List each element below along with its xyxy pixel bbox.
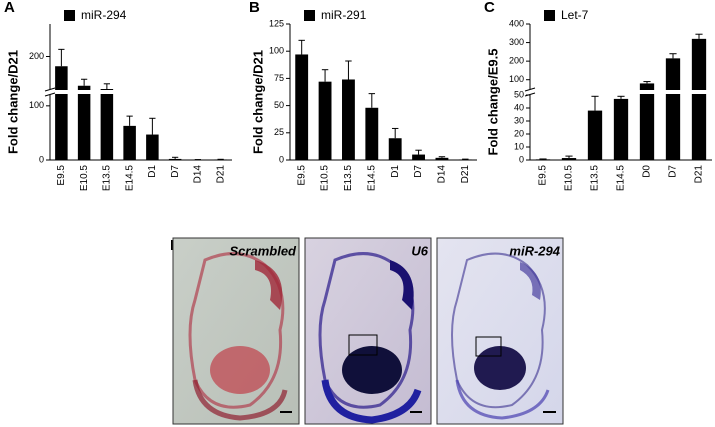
bar <box>587 110 603 160</box>
x-tick-label: D0 <box>642 165 653 178</box>
break-mark <box>524 87 536 92</box>
y-tick-label: 200 <box>29 51 44 61</box>
y-tick-label: 0 <box>279 154 284 164</box>
y-axis-label: Fold change/D21 <box>5 50 20 154</box>
x-tick-label: E14.5 <box>616 165 627 192</box>
axis-break <box>524 90 712 94</box>
x-tick-label: D7 <box>170 165 181 178</box>
bar <box>146 134 159 160</box>
x-tick-label: D7 <box>668 165 679 178</box>
x-tick-label: E14.5 <box>366 165 377 192</box>
x-tick-label: E13.5 <box>343 165 354 192</box>
bar <box>295 54 309 160</box>
bar <box>388 138 402 160</box>
bar <box>665 58 681 160</box>
x-tick-label: E9.5 <box>538 165 549 186</box>
x-tick-label: E9.5 <box>296 165 307 186</box>
bar <box>55 66 68 160</box>
x-tick-label: D1 <box>390 165 401 178</box>
y-tick-label: 100 <box>509 74 524 84</box>
y-tick-label: 300 <box>509 37 524 47</box>
image-label: U6 <box>411 243 428 258</box>
panel-letter: C <box>484 0 495 16</box>
bar <box>412 154 425 160</box>
x-tick-label: E13.5 <box>590 165 601 192</box>
bar <box>77 85 91 160</box>
legend-swatch <box>544 10 555 21</box>
bar <box>458 159 472 160</box>
y-tick-label: 125 <box>269 18 284 28</box>
panel-letter: B <box>249 0 260 16</box>
bar <box>561 158 577 160</box>
y-tick-label: 400 <box>509 18 524 28</box>
y-tick-label: 50 <box>274 100 284 110</box>
break-mark <box>44 87 56 92</box>
image-label: miR-294 <box>509 243 560 258</box>
legend-swatch <box>64 10 75 21</box>
y-tick-label: 0 <box>519 154 524 164</box>
bar <box>435 157 449 160</box>
bar <box>535 159 551 160</box>
image-u6 <box>304 237 432 425</box>
image-label: Scrambled <box>230 243 298 258</box>
bar <box>318 81 332 160</box>
x-tick-label: D21 <box>215 165 226 184</box>
break-mark <box>524 92 536 97</box>
chart: C Fold change/E9.5 0 10 20 30 40 50 100 200 300 400… <box>484 0 712 191</box>
y-tick-label: 200 <box>509 56 524 66</box>
panel-letter: A <box>4 0 15 16</box>
x-tick-label: D1 <box>147 165 158 178</box>
image-mir-294 <box>436 237 564 425</box>
image-scrambled <box>172 237 300 425</box>
x-tick-label: E10.5 <box>320 165 331 192</box>
legend-label: miR-291 <box>321 8 367 22</box>
y-tick-label: 50 <box>514 89 524 99</box>
x-tick-label: D14 <box>437 165 448 184</box>
y-axis-label: Fold change/D21 <box>250 50 265 154</box>
chart: B Fold change/D21 0 25 50 75 100 125 miR-291 E9.5… <box>249 0 477 191</box>
y-tick-label: 10 <box>514 141 524 151</box>
break-mark <box>44 92 56 97</box>
y-tick-label: 100 <box>29 100 44 110</box>
x-tick-label: E9.5 <box>56 165 67 186</box>
bar <box>365 107 379 160</box>
x-tick-label: D21 <box>460 165 471 184</box>
x-tick-label: E10.5 <box>564 165 575 192</box>
bar <box>613 98 629 160</box>
legend-swatch <box>304 10 315 21</box>
x-tick-label: D7 <box>413 165 424 178</box>
y-tick-label: 40 <box>514 102 524 112</box>
y-tick-label: 75 <box>274 73 284 83</box>
x-tick-label: D21 <box>694 165 705 184</box>
y-axis-label: Fold change/E9.5 <box>485 49 500 156</box>
x-tick-label: D14 <box>193 165 204 184</box>
bar <box>123 125 136 160</box>
bar <box>691 38 707 160</box>
x-tick-label: E10.5 <box>79 165 90 192</box>
legend-label: Let-7 <box>561 8 589 22</box>
panel-d: D <box>170 237 564 425</box>
y-tick-label: 20 <box>514 128 524 138</box>
bar <box>639 83 655 160</box>
bar <box>168 158 182 160</box>
axis-break <box>44 90 232 94</box>
x-tick-label: E14.5 <box>124 165 135 192</box>
y-tick-label: 100 <box>269 46 284 56</box>
bar <box>342 79 355 160</box>
bar <box>100 89 114 160</box>
y-tick-label: 0 <box>39 154 44 164</box>
y-tick-label: 25 <box>274 127 284 137</box>
x-tick-label: E13.5 <box>102 165 113 192</box>
y-tick-label: 30 <box>514 115 524 125</box>
chart: A Fold change/D21 0 100 200 miR-294 E9.5 E10.5 E… <box>4 0 232 191</box>
legend-label: miR-294 <box>81 8 127 22</box>
